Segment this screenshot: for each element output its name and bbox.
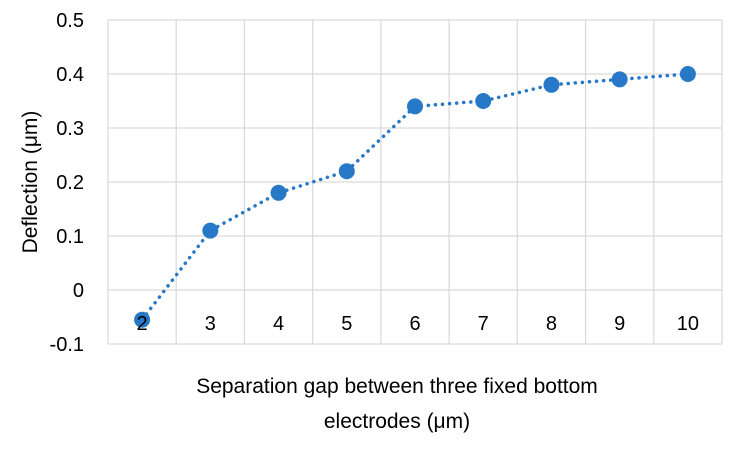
data-point bbox=[270, 184, 287, 201]
x-axis-title-line-1: Separation gap between three fixed botto… bbox=[196, 375, 598, 398]
y-tick-label: 0.5 bbox=[56, 10, 84, 32]
data-point bbox=[679, 66, 696, 82]
data-point bbox=[407, 98, 423, 115]
x-axis-title-line-2: electrodes (μm) bbox=[324, 410, 470, 433]
data-point bbox=[543, 76, 560, 93]
y-tick-label: 0.4 bbox=[56, 64, 84, 86]
x-tick-label: 9 bbox=[614, 313, 625, 335]
y-tick-label: -0.1 bbox=[50, 334, 84, 356]
x-tick-label: 2 bbox=[137, 313, 148, 335]
y-tick-label: 0 bbox=[73, 280, 84, 302]
x-tick-label: 3 bbox=[205, 313, 216, 335]
data-point bbox=[134, 311, 151, 328]
data-point bbox=[202, 222, 219, 239]
x-tick-label: 10 bbox=[677, 313, 699, 335]
data-point bbox=[611, 71, 628, 88]
x-tick-labels: 2 3 4 5 6 7 8 9 10 bbox=[137, 313, 699, 335]
y-tick-label: 0.2 bbox=[56, 172, 84, 194]
x-tick-label: 5 bbox=[341, 313, 352, 335]
gridlines bbox=[107, 19, 723, 345]
y-tick-label: 0.3 bbox=[56, 118, 84, 140]
y-tick-label: 0.1 bbox=[56, 226, 84, 248]
x-tick-label: 7 bbox=[478, 313, 489, 335]
data-point bbox=[475, 93, 492, 109]
x-tick-label: 8 bbox=[546, 313, 557, 335]
x-tick-label: 6 bbox=[409, 313, 420, 335]
data-points bbox=[134, 66, 696, 328]
y-tick-labels: -0.1 0 0.1 0.2 0.3 0.4 0.5 bbox=[50, 10, 84, 356]
data-point bbox=[338, 163, 355, 180]
y-axis-title: Deflection (μm) bbox=[19, 111, 42, 254]
x-tick-label: 4 bbox=[273, 313, 284, 335]
